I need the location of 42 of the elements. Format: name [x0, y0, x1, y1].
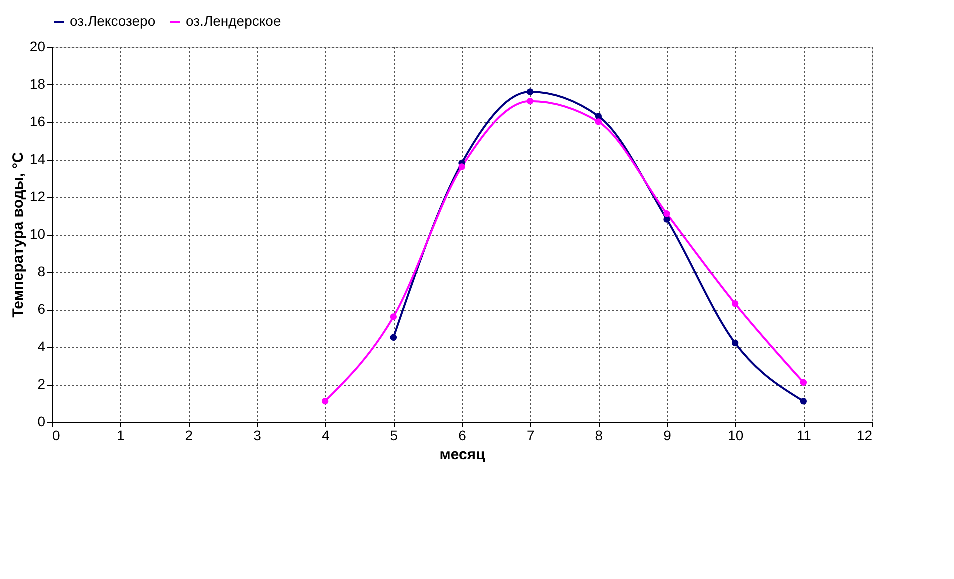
- y-axis-title: Температура воды, °C: [10, 152, 27, 318]
- y-tick-label: 18: [30, 76, 46, 92]
- point: [390, 314, 398, 320]
- y-tick-label: 0: [38, 414, 46, 430]
- x-tick-label: 9: [664, 428, 672, 444]
- x-tick-label: 1: [116, 428, 125, 444]
- x-tick-label: 3: [254, 428, 262, 444]
- y-tick-label: 16: [30, 114, 46, 130]
- y-tick-label: 10: [30, 226, 46, 242]
- legend-label: оз.Лендерское: [186, 13, 282, 29]
- y-tick-label: 4: [38, 338, 46, 354]
- x-axis-title: месяц: [440, 446, 486, 464]
- point: [732, 300, 739, 308]
- point: [800, 398, 808, 405]
- x-tick-label: 12: [856, 428, 873, 444]
- y-tick-label: 6: [38, 301, 46, 317]
- x-tick-label: 7: [526, 428, 535, 444]
- point: [526, 98, 534, 105]
- point: [390, 334, 398, 341]
- x-tick-label: 4: [322, 428, 330, 444]
- y-tick-label: 12: [30, 188, 46, 204]
- point: [664, 210, 670, 218]
- y-tick-label: 20: [30, 38, 46, 54]
- x-tick-label: 5: [390, 428, 398, 444]
- point: [732, 340, 739, 347]
- point: [526, 88, 534, 96]
- point: [322, 398, 329, 405]
- point: [664, 216, 670, 223]
- point: [595, 118, 602, 126]
- x-tick-label: 0: [52, 428, 60, 444]
- point: [458, 164, 466, 170]
- y-tick-label: 14: [30, 151, 46, 167]
- point: [800, 379, 808, 386]
- x-tick-label: 2: [185, 428, 194, 444]
- y-tick-label: 2: [38, 376, 46, 392]
- x-tick-label: 10: [728, 428, 744, 444]
- x-tick-label: 11: [796, 428, 812, 444]
- y-tick-label: 8: [38, 264, 46, 280]
- legend-label: оз.Лексозеро: [70, 13, 156, 29]
- point: [595, 113, 602, 120]
- x-tick-label: 8: [595, 428, 604, 444]
- x-tick-label: 6: [458, 428, 467, 444]
